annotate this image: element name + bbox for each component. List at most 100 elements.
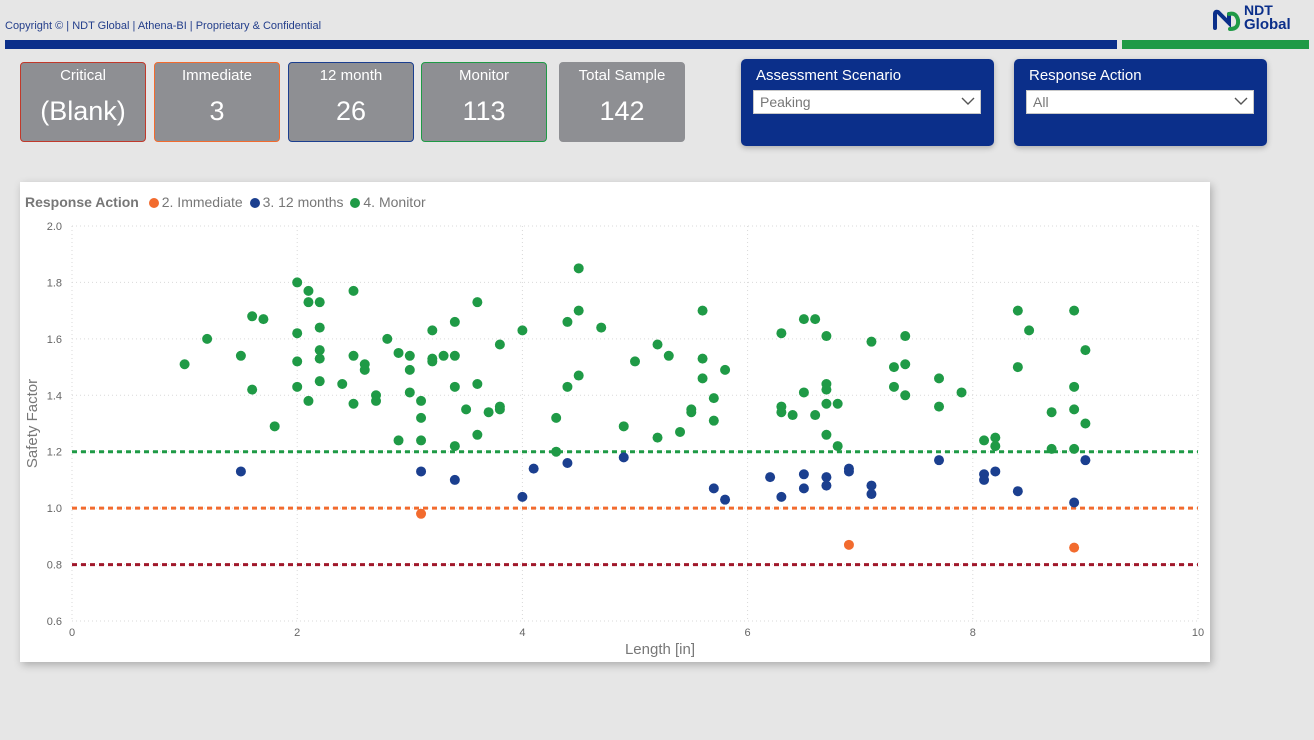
data-point[interactable]	[798, 314, 809, 325]
data-point[interactable]	[461, 404, 472, 415]
data-point[interactable]	[832, 441, 843, 452]
data-point[interactable]	[404, 350, 415, 361]
data-point[interactable]	[416, 466, 427, 477]
data-point[interactable]	[630, 356, 640, 367]
data-point[interactable]	[269, 421, 280, 432]
data-point[interactable]	[551, 446, 562, 457]
data-point[interactable]	[663, 350, 674, 361]
data-point[interactable]	[900, 331, 911, 342]
data-point[interactable]	[449, 441, 460, 452]
data-point[interactable]	[1046, 407, 1057, 418]
data-point[interactable]	[303, 285, 314, 296]
data-point[interactable]	[990, 432, 1001, 443]
data-point[interactable]	[438, 350, 449, 361]
data-point[interactable]	[303, 395, 314, 406]
legend-item-monitor[interactable]: 4. Monitor	[350, 194, 426, 210]
data-point[interactable]	[708, 483, 719, 494]
data-point[interactable]	[371, 395, 382, 406]
data-point[interactable]	[416, 395, 427, 406]
data-point[interactable]	[573, 305, 584, 316]
response-action-dropdown[interactable]: All	[1026, 90, 1254, 114]
data-point[interactable]	[821, 384, 832, 395]
data-point[interactable]	[720, 494, 731, 505]
data-point[interactable]	[449, 316, 460, 327]
data-point[interactable]	[235, 466, 246, 477]
total-sample-card[interactable]: Total Sample 142	[559, 62, 685, 142]
data-point[interactable]	[990, 466, 1001, 477]
data-point[interactable]	[821, 331, 832, 342]
data-point[interactable]	[810, 410, 821, 421]
data-point[interactable]	[348, 350, 359, 361]
data-point[interactable]	[348, 398, 359, 409]
data-point[interactable]	[1012, 486, 1023, 497]
data-point[interactable]	[934, 401, 945, 412]
data-point[interactable]	[1069, 305, 1080, 316]
data-point[interactable]	[652, 339, 663, 350]
data-point[interactable]	[235, 350, 246, 361]
data-point[interactable]	[1012, 362, 1023, 373]
data-point[interactable]	[314, 322, 325, 333]
data-point[interactable]	[979, 474, 990, 485]
data-point[interactable]	[416, 508, 427, 519]
data-point[interactable]	[292, 277, 303, 288]
data-point[interactable]	[292, 381, 303, 392]
data-point[interactable]	[1080, 455, 1091, 466]
data-point[interactable]	[596, 322, 607, 333]
data-point[interactable]	[675, 426, 686, 437]
data-point[interactable]	[314, 353, 325, 364]
data-point[interactable]	[686, 407, 697, 418]
data-point[interactable]	[708, 393, 719, 404]
data-point[interactable]	[292, 328, 303, 339]
legend-item-12-months[interactable]: 3. 12 months	[249, 194, 344, 210]
data-point[interactable]	[348, 285, 359, 296]
data-point[interactable]	[449, 474, 460, 485]
data-point[interactable]	[359, 364, 370, 375]
data-point[interactable]	[720, 364, 731, 375]
data-point[interactable]	[697, 305, 708, 316]
data-point[interactable]	[888, 381, 899, 392]
data-point[interactable]	[337, 379, 348, 389]
data-point[interactable]	[776, 491, 787, 502]
data-point[interactable]	[247, 384, 258, 395]
data-point[interactable]	[562, 316, 573, 327]
data-point[interactable]	[449, 350, 460, 361]
data-point[interactable]	[1069, 381, 1080, 392]
data-point[interactable]	[517, 325, 528, 336]
data-point[interactable]	[843, 466, 854, 477]
data-point[interactable]	[776, 328, 787, 339]
data-point[interactable]	[934, 455, 945, 466]
data-point[interactable]	[821, 480, 832, 491]
data-point[interactable]	[258, 314, 269, 325]
data-point[interactable]	[427, 325, 438, 336]
data-point[interactable]	[900, 390, 911, 401]
data-point[interactable]	[618, 421, 629, 432]
data-point[interactable]	[404, 387, 415, 398]
data-point[interactable]	[888, 362, 899, 373]
data-point[interactable]	[472, 297, 483, 308]
data-point[interactable]	[810, 314, 821, 325]
data-point[interactable]	[866, 489, 877, 500]
data-point[interactable]	[416, 412, 427, 423]
data-point[interactable]	[1069, 542, 1080, 553]
data-point[interactable]	[934, 373, 945, 384]
data-point[interactable]	[494, 404, 505, 415]
immediate-card[interactable]: Immediate 3	[154, 62, 280, 142]
data-point[interactable]	[697, 353, 708, 364]
data-point[interactable]	[382, 333, 393, 344]
data-point[interactable]	[832, 398, 843, 409]
data-point[interactable]	[427, 356, 438, 367]
data-point[interactable]	[1024, 325, 1035, 336]
data-point[interactable]	[708, 415, 719, 426]
data-point[interactable]	[798, 469, 809, 480]
data-point[interactable]	[1069, 497, 1080, 508]
data-point[interactable]	[472, 429, 483, 440]
data-point[interactable]	[247, 311, 258, 322]
data-point[interactable]	[551, 412, 562, 423]
data-point[interactable]	[573, 263, 584, 274]
data-point[interactable]	[765, 472, 776, 483]
data-point[interactable]	[404, 364, 415, 375]
data-point[interactable]	[776, 407, 787, 418]
data-point[interactable]	[528, 463, 539, 474]
data-point[interactable]	[979, 435, 990, 446]
data-point[interactable]	[314, 345, 325, 356]
